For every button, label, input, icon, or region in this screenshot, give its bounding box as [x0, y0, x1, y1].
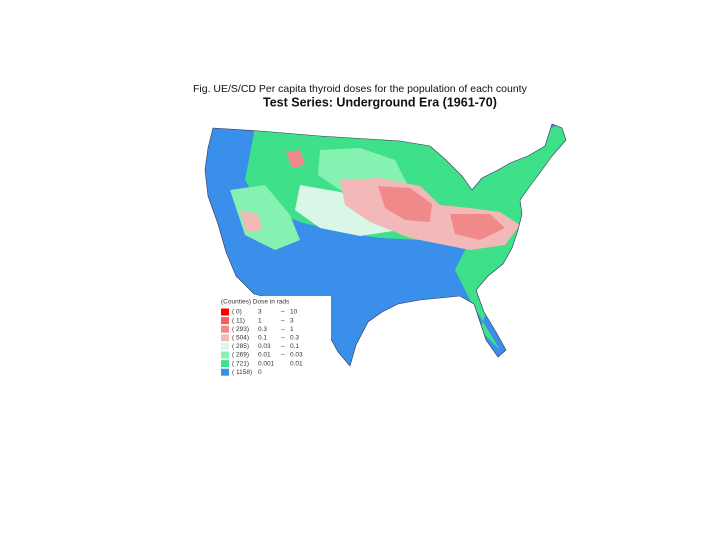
legend-dash: –: [281, 326, 285, 333]
legend-low: 0.1: [258, 335, 267, 342]
figure-subtitle: Test Series: Underground Era (1961-70): [263, 95, 497, 109]
legend-swatch: [221, 317, 229, 325]
legend-low: 0.001: [258, 360, 275, 367]
legend-count: ( 11): [232, 317, 245, 324]
legend-dash: –: [281, 352, 285, 359]
legend-low: 0: [258, 369, 262, 376]
legend-dash: –: [281, 317, 285, 324]
figure-caption: Fig. UE/S/CD Per capita thyroid doses fo…: [193, 83, 528, 95]
legend-count: ( 721): [232, 360, 249, 367]
legend-dash: –: [281, 309, 285, 316]
legend-count: ( 269): [232, 352, 249, 359]
legend-count: ( 293): [232, 326, 249, 333]
legend-count: ( 285): [232, 343, 249, 350]
region-high: [286, 150, 305, 168]
legend-swatch: [221, 308, 229, 316]
legend-high: 1: [290, 326, 294, 333]
legend-high: 10: [290, 309, 298, 316]
legend-low: 3: [258, 309, 262, 316]
legend-low: 1: [258, 317, 262, 324]
legend-swatch: [221, 334, 229, 342]
legend-low: 0.03: [258, 343, 271, 350]
legend-swatch: [221, 368, 229, 376]
legend-swatch: [221, 325, 229, 333]
region-high: [378, 186, 432, 222]
legend-high: 0.01: [290, 360, 303, 367]
legend-header: (Counties) Dose in rads: [221, 299, 290, 306]
region-high: [240, 210, 262, 232]
legend-low: 0.01: [258, 352, 271, 359]
legend-low: 0.3: [258, 326, 267, 333]
legend-high: 0.03: [290, 352, 303, 359]
legend-high: 0.1: [290, 343, 299, 350]
legend-swatch: [221, 342, 229, 350]
legend-high: 3: [290, 317, 294, 324]
legend-swatch: [221, 351, 229, 359]
legend-dash: –: [281, 343, 285, 350]
legend-high: 0.3: [290, 335, 299, 342]
legend-count: ( 504): [232, 335, 249, 342]
legend-box: [219, 296, 331, 380]
region-low: [230, 185, 300, 250]
legend-dash: –: [281, 335, 285, 342]
legend-count: ( 0): [232, 309, 242, 316]
legend-count: ( 1158): [232, 369, 252, 376]
legend-rows: ( 0) 3–10( 11) 1–3( 293) 0.3–1( 504) 0.1–0.3…: [221, 308, 303, 376]
region-high: [450, 214, 505, 240]
legend-swatch: [221, 360, 229, 368]
